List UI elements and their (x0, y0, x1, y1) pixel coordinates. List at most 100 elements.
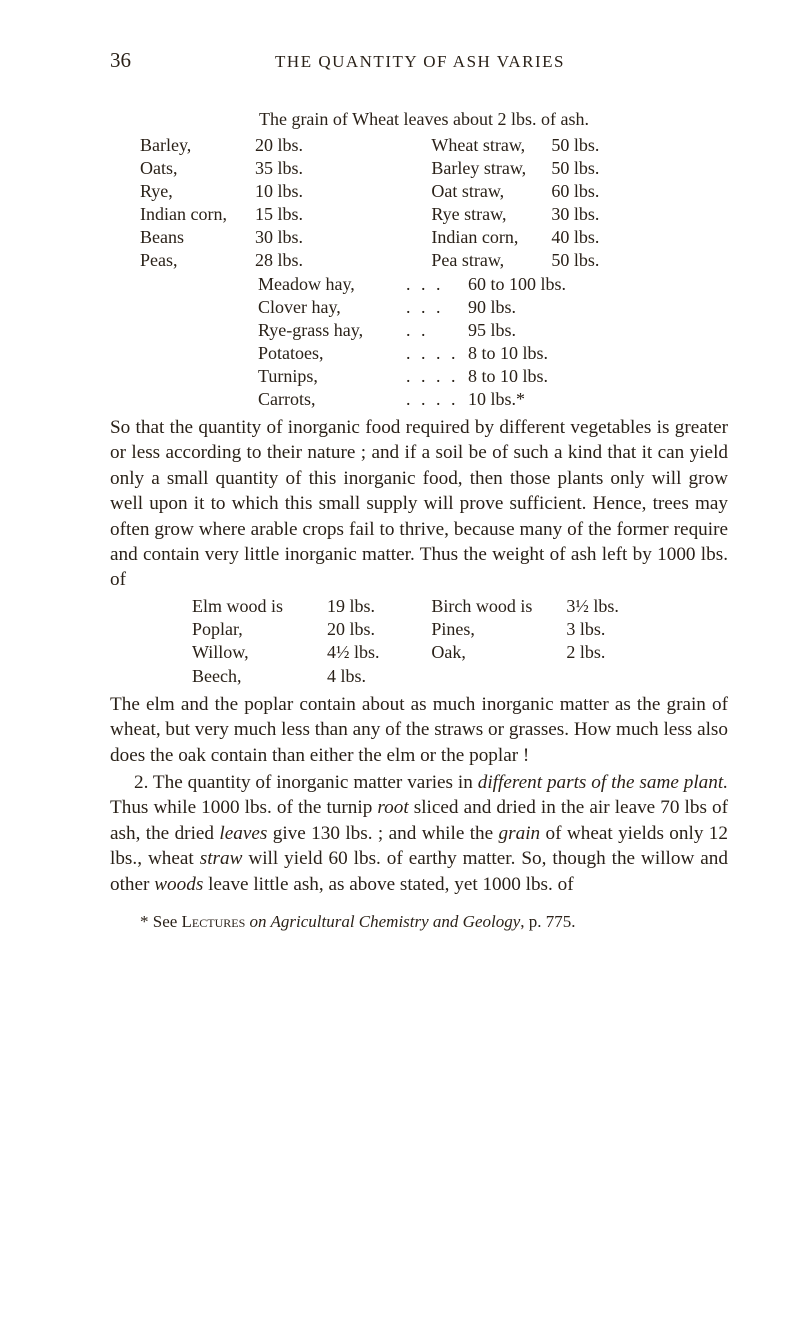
cell-value: 50 lbs. (551, 134, 599, 157)
table-row: Turnips,. . . .8 to 10 lbs. (258, 365, 728, 388)
cell-value: 19 lbs. (327, 595, 375, 618)
cell-label: Indian corn, (431, 226, 551, 249)
leader-dots: . . . . (406, 388, 468, 411)
italic-text: leaves (219, 823, 267, 844)
cell-label: Peas, (140, 249, 255, 272)
cell-label: Rye, (140, 180, 255, 203)
table-row: Carrots,. . . .10 lbs.* (258, 388, 728, 411)
cell-value: 28 lbs. (255, 249, 303, 272)
cell-value: 60 lbs. (551, 180, 599, 203)
italic-text: on (245, 912, 270, 931)
cell-label: Clover hay, (258, 296, 406, 319)
cell-label: Potatoes, (258, 342, 406, 365)
table-row: Beans30 lbs. (140, 226, 431, 249)
cell-label: Birch wood is (431, 595, 566, 618)
cell-label: Elm wood is (192, 595, 327, 618)
table-row: Poplar,20 lbs. (192, 618, 431, 641)
running-header: THE QUANTITY OF ASH VARIES (0, 52, 800, 72)
leader-dots: . . . . (406, 342, 468, 365)
cell-label: Carrots, (258, 388, 406, 411)
leader-dots: . . . (406, 273, 468, 296)
wood-right-col: Birch wood is3½ lbs. Pines,3 lbs. Oak,2 … (431, 595, 728, 689)
text-run: give 130 lbs. ; and while the (267, 823, 498, 844)
text-run: leave little ash, as above stated, yet 1… (203, 874, 573, 895)
cell-value: 4 lbs. (327, 665, 366, 688)
italic-text: Agricultural Chemistry and Geology (270, 912, 520, 931)
table-row: Wheat straw,50 lbs. (431, 134, 728, 157)
cell-label: Barley, (140, 134, 255, 157)
cell-label: Oat straw, (431, 180, 551, 203)
wood-table: Elm wood is19 lbs. Poplar,20 lbs. Willow… (110, 595, 728, 689)
cell-value: 4½ lbs. (327, 641, 380, 664)
leader-dots: . . . . (406, 365, 468, 388)
cell-label: Beans (140, 226, 255, 249)
grain-right-col: Wheat straw,50 lbs. Barley straw,50 lbs.… (431, 134, 728, 272)
cell-label: Meadow hay, (258, 273, 406, 296)
cell-value: 3½ lbs. (566, 595, 619, 618)
cell-label: Oak, (431, 641, 566, 664)
cell-value: 8 to 10 lbs. (468, 365, 548, 388)
cell-label: Pea straw, (431, 249, 551, 272)
italic-text: grain (499, 823, 541, 844)
cell-value: 30 lbs. (255, 226, 303, 249)
table-row: Oak,2 lbs. (431, 641, 728, 664)
table-row: Willow,4½ lbs. (192, 641, 431, 664)
paragraph-3: 2. The quantity of inorganic matter vari… (110, 770, 728, 897)
table-row: Indian corn,40 lbs. (431, 226, 728, 249)
intro-line: The grain of Wheat leaves about 2 lbs. o… (110, 108, 728, 132)
table-row: Pea straw,50 lbs. (431, 249, 728, 272)
cell-value: 15 lbs. (255, 203, 303, 226)
cell-value: 8 to 10 lbs. (468, 342, 548, 365)
table-row: Beech,4 lbs. (192, 665, 431, 688)
paragraph-1: So that the quantity of inorganic food r… (110, 415, 728, 592)
table-row: Clover hay,. . .90 lbs. (258, 296, 728, 319)
table-row: Barley,20 lbs. (140, 134, 431, 157)
cell-label: Indian corn, (140, 203, 255, 226)
table-row: Oats,35 lbs. (140, 157, 431, 180)
text-run: , p. 775. (520, 912, 575, 931)
cell-value: 10 lbs. (255, 180, 303, 203)
wood-left-col: Elm wood is19 lbs. Poplar,20 lbs. Willow… (110, 595, 431, 689)
table-row: Indian corn,15 lbs. (140, 203, 431, 226)
leader-dots: . . (406, 319, 468, 342)
grain-left-col: Barley,20 lbs. Oats,35 lbs. Rye,10 lbs. … (110, 134, 431, 272)
cell-value: 35 lbs. (255, 157, 303, 180)
cell-value: 10 lbs.* (468, 388, 525, 411)
cell-label: Rye straw, (431, 203, 551, 226)
cell-value: 40 lbs. (551, 226, 599, 249)
footnote: * See Lectures on Agricultural Chemistry… (110, 911, 728, 933)
table-row: Rye,10 lbs. (140, 180, 431, 203)
cell-value: 95 lbs. (468, 319, 516, 342)
paragraph-2: The elm and the poplar contain about as … (110, 692, 728, 768)
cell-label: Oats, (140, 157, 255, 180)
cell-label: Beech, (192, 665, 327, 688)
cell-label: Wheat straw, (431, 134, 551, 157)
table-row: Rye straw,30 lbs. (431, 203, 728, 226)
cell-label: Pines, (431, 618, 566, 641)
table-row: Meadow hay,. . .60 to 100 lbs. (258, 273, 728, 296)
table-row: Barley straw,50 lbs. (431, 157, 728, 180)
text-run: * See (140, 912, 182, 931)
cell-label: Willow, (192, 641, 327, 664)
cell-label: Rye-grass hay, (258, 319, 406, 342)
cell-label: Turnips, (258, 365, 406, 388)
page-content: The grain of Wheat leaves about 2 lbs. o… (110, 38, 728, 933)
cell-value: 90 lbs. (468, 296, 516, 319)
smallcaps-text: Lectures (182, 912, 246, 931)
italic-text: root (377, 797, 408, 818)
center-table: Meadow hay,. . .60 to 100 lbs. Clover ha… (110, 273, 728, 411)
leader-dots: . . . (406, 296, 468, 319)
table-row: Pines,3 lbs. (431, 618, 728, 641)
cell-value: 3 lbs. (566, 618, 605, 641)
cell-value: 20 lbs. (327, 618, 375, 641)
table-row: Rye-grass hay,. .95 lbs. (258, 319, 728, 342)
table-row: Potatoes,. . . .8 to 10 lbs. (258, 342, 728, 365)
table-row: Elm wood is19 lbs. (192, 595, 431, 618)
cell-label: Poplar, (192, 618, 327, 641)
table-row: Birch wood is3½ lbs. (431, 595, 728, 618)
table-row: Oat straw,60 lbs. (431, 180, 728, 203)
cell-value: 50 lbs. (551, 157, 599, 180)
text-run: Thus while 1000 lbs. of the turnip (110, 797, 377, 818)
italic-text: woods (154, 874, 203, 895)
italic-text: straw (200, 848, 243, 869)
